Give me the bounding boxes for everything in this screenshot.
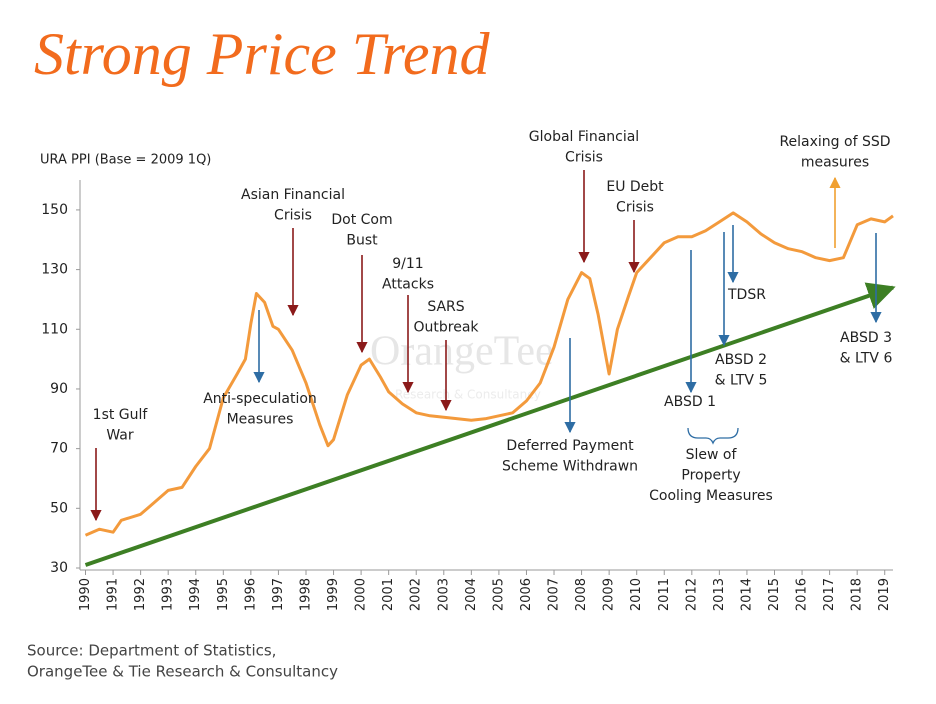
x-tick-label: 2019: [877, 578, 892, 611]
x-tick-label: 2011: [657, 578, 672, 611]
x-tick-label: 2003: [436, 578, 451, 611]
x-tick-label: 2001: [381, 578, 396, 611]
x-tick-label: 2016: [795, 578, 810, 611]
annotation-text: EU Debt: [606, 179, 664, 195]
watermark: Research & Consultancy: [395, 388, 541, 402]
x-tick-label: 1992: [133, 578, 148, 611]
price-line: [84, 211, 894, 537]
x-tick-label: 2010: [629, 578, 644, 611]
annotation-text: Property: [681, 468, 740, 484]
watermark: OrangeTee: [370, 329, 554, 375]
x-tick-label: 2012: [684, 578, 699, 611]
x-tick-label: 2017: [822, 578, 837, 611]
annotation-text: Cooling Measures: [649, 488, 773, 504]
x-tick-label: 1991: [106, 578, 121, 611]
x-tick-label: 2000: [354, 578, 369, 611]
x-tick-label: 1993: [161, 578, 176, 611]
brace: [687, 427, 739, 445]
annotation-text: Measures: [227, 412, 294, 428]
annotation-text: Dot Com: [331, 212, 392, 228]
annotation-text: Relaxing of SSD: [779, 134, 890, 150]
y-tick-label: 50: [50, 500, 68, 516]
annotation-text: ABSD 1: [664, 394, 716, 410]
source: Source: Department of Statistics,: [27, 642, 276, 660]
annotation-text: Outbreak: [413, 320, 479, 336]
y-tick-label: 110: [41, 321, 68, 337]
annotation-text: measures: [801, 155, 869, 171]
x-tick-label: 1998: [298, 578, 313, 611]
annotation-text: Crisis: [565, 150, 603, 166]
y-tick-label: 30: [50, 560, 68, 576]
annotation-text: SARS: [427, 299, 464, 315]
x-tick-label: 2013: [712, 578, 727, 611]
source: OrangeTee & Tie Research & Consultancy: [27, 663, 338, 681]
annotation-text: ABSD 3: [840, 330, 892, 346]
annotation-text: 9/11: [392, 256, 423, 272]
x-tick-label: 1994: [188, 578, 203, 611]
x-tick-label: 1997: [271, 578, 286, 611]
x-tick-label: 2015: [767, 578, 782, 611]
annotation-text: Scheme Withdrawn: [502, 459, 638, 475]
x-tick-label: 1995: [216, 578, 231, 611]
annotation-text: Anti-speculation: [203, 391, 317, 407]
annotation-text: Global Financial: [529, 129, 639, 145]
annotation-text: 1st Gulf: [93, 407, 149, 423]
annotation-text: War: [106, 428, 134, 444]
y-tick-label: 130: [41, 262, 68, 278]
annotation-text: & LTV 6: [840, 351, 893, 367]
annotation-text: Asian Financial: [241, 187, 345, 203]
y-axis-label: URA PPI (Base = 2009 1Q): [40, 153, 211, 168]
x-tick-label: 2009: [602, 578, 617, 611]
x-tick-label: 2014: [739, 578, 754, 611]
annotation-text: Crisis: [274, 208, 312, 224]
x-tick-label: 2006: [519, 578, 534, 611]
x-tick-label: 2007: [547, 578, 562, 611]
annotation-text: & LTV 5: [715, 373, 768, 389]
x-tick-label: 1996: [243, 578, 258, 611]
x-tick-label: 2008: [574, 578, 589, 611]
x-tick-label: 2002: [409, 578, 424, 611]
y-tick-label: 150: [41, 202, 68, 218]
annotation-text: Bust: [346, 233, 378, 249]
chart-title: Strong Price Trend: [34, 21, 491, 87]
annotation-text: Deferred Payment: [506, 438, 634, 454]
x-tick-label: 2004: [464, 578, 479, 611]
annotation-text: ABSD 2: [715, 352, 767, 368]
y-tick-label: 90: [50, 381, 68, 397]
annotation-text: Attacks: [382, 277, 434, 293]
annotation-text: Slew of: [686, 447, 738, 463]
annotation-text: Crisis: [616, 200, 654, 216]
x-tick-label: 1990: [78, 578, 93, 611]
trend-line: [84, 282, 896, 567]
x-tick-label: 1999: [326, 578, 341, 611]
annotation-text: TDSR: [727, 287, 766, 303]
x-tick-label: 2005: [491, 578, 506, 611]
x-tick-label: 2018: [850, 578, 865, 611]
y-tick-label: 70: [50, 441, 68, 457]
